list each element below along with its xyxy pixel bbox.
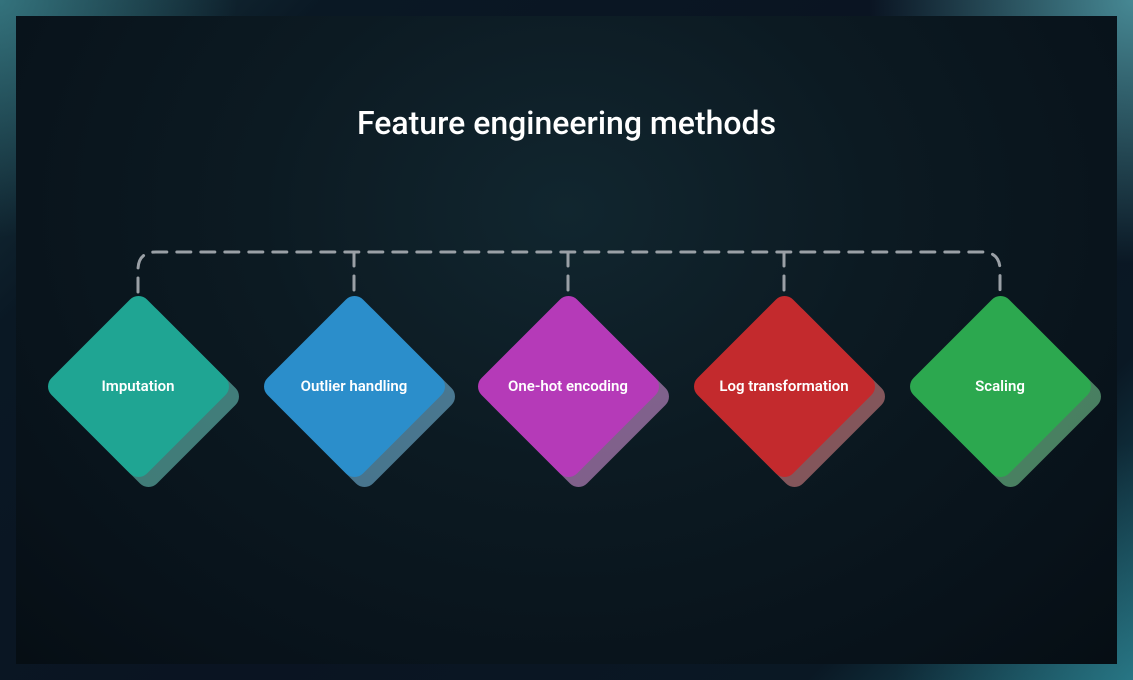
node-shape bbox=[689, 291, 880, 482]
method-node: One-hot encoding bbox=[501, 319, 636, 454]
diagram-title: Feature engineering methods bbox=[16, 104, 1117, 142]
node-shape bbox=[473, 291, 664, 482]
method-node: Scaling bbox=[933, 319, 1068, 454]
diagram-canvas: Feature engineering methods Imputation Ou… bbox=[16, 16, 1117, 664]
outer-frame: Feature engineering methods Imputation Ou… bbox=[0, 0, 1133, 680]
method-node: Imputation bbox=[71, 319, 206, 454]
method-node: Outlier handling bbox=[287, 319, 422, 454]
node-shape bbox=[43, 291, 234, 482]
node-shape bbox=[905, 291, 1096, 482]
method-node: Log transformation bbox=[717, 319, 852, 454]
node-shape bbox=[259, 291, 450, 482]
